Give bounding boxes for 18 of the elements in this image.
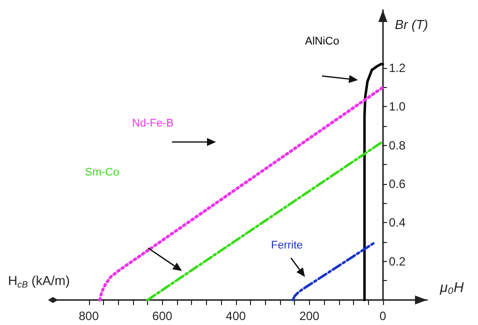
y-tick-label: 1.2 — [388, 61, 406, 75]
x-tick-label: 600 — [152, 309, 173, 323]
x-tick-label: 400 — [226, 309, 246, 323]
x-tick-label: 0 — [380, 309, 387, 323]
y-tick-label: 0.4 — [388, 216, 406, 230]
y-tick-label: 0.6 — [388, 177, 406, 191]
y-axis-title: Br (T) — [394, 17, 428, 32]
line-series — [363, 62, 384, 302]
text: Ferrite — [271, 240, 303, 252]
x-tick-label: 200 — [299, 309, 320, 323]
text: AlNiCo — [305, 36, 340, 48]
text: μ₀H — [439, 279, 465, 295]
y-tick-label: 0.2 — [388, 254, 406, 268]
y-tick-label: 1.0 — [388, 100, 406, 114]
text: Sm-Co — [85, 166, 120, 178]
y-tick-label: 0.8 — [388, 138, 406, 152]
text: Nd-Fe-B — [132, 118, 174, 130]
x-tick-label: 800 — [78, 309, 100, 323]
